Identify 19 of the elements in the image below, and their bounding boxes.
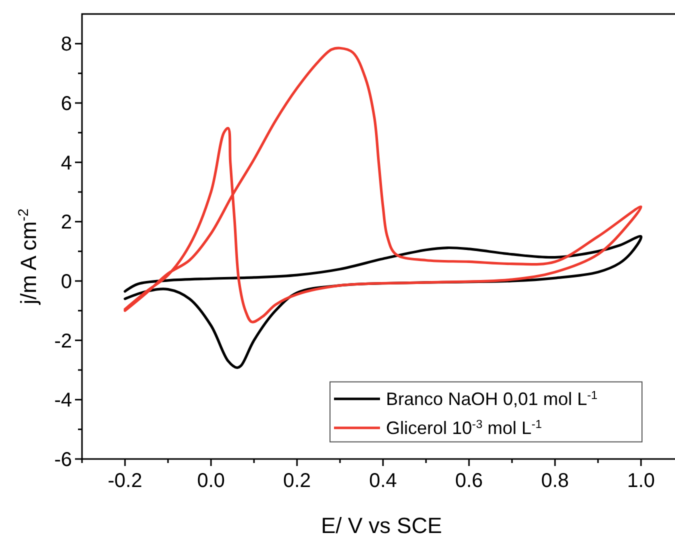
x-tick-label: 0.6 [455,470,483,492]
x-tick-label: 0.0 [197,470,225,492]
legend-label: Branco NaOH 0,01 mol L$^{-1}$ [386,388,598,410]
y-tick-label: 8 [60,34,72,56]
x-tick-label: -0.2 [108,470,142,492]
y-tick-label: 6 [60,93,72,115]
x-tick-label: 0.2 [283,470,311,492]
y-tick-label: 4 [60,152,72,174]
x-axis-title: E/ V vs SCE [320,513,442,538]
y-tick-label: -6 [54,449,72,471]
y-tick-label: -2 [54,330,72,352]
y-tick-label: 2 [60,212,72,234]
line-series [124,46,642,324]
y-tick-label: 0 [60,271,72,293]
x-tick-label: 0.8 [541,470,569,492]
legend-label: Glicerol 10$^{-3}$ mol L$^{-1}$ [386,418,542,438]
x-tick-label: 0.4 [369,470,397,492]
y-tick-label: -4 [54,390,72,412]
x-tick-label: 1.0 [627,470,655,492]
